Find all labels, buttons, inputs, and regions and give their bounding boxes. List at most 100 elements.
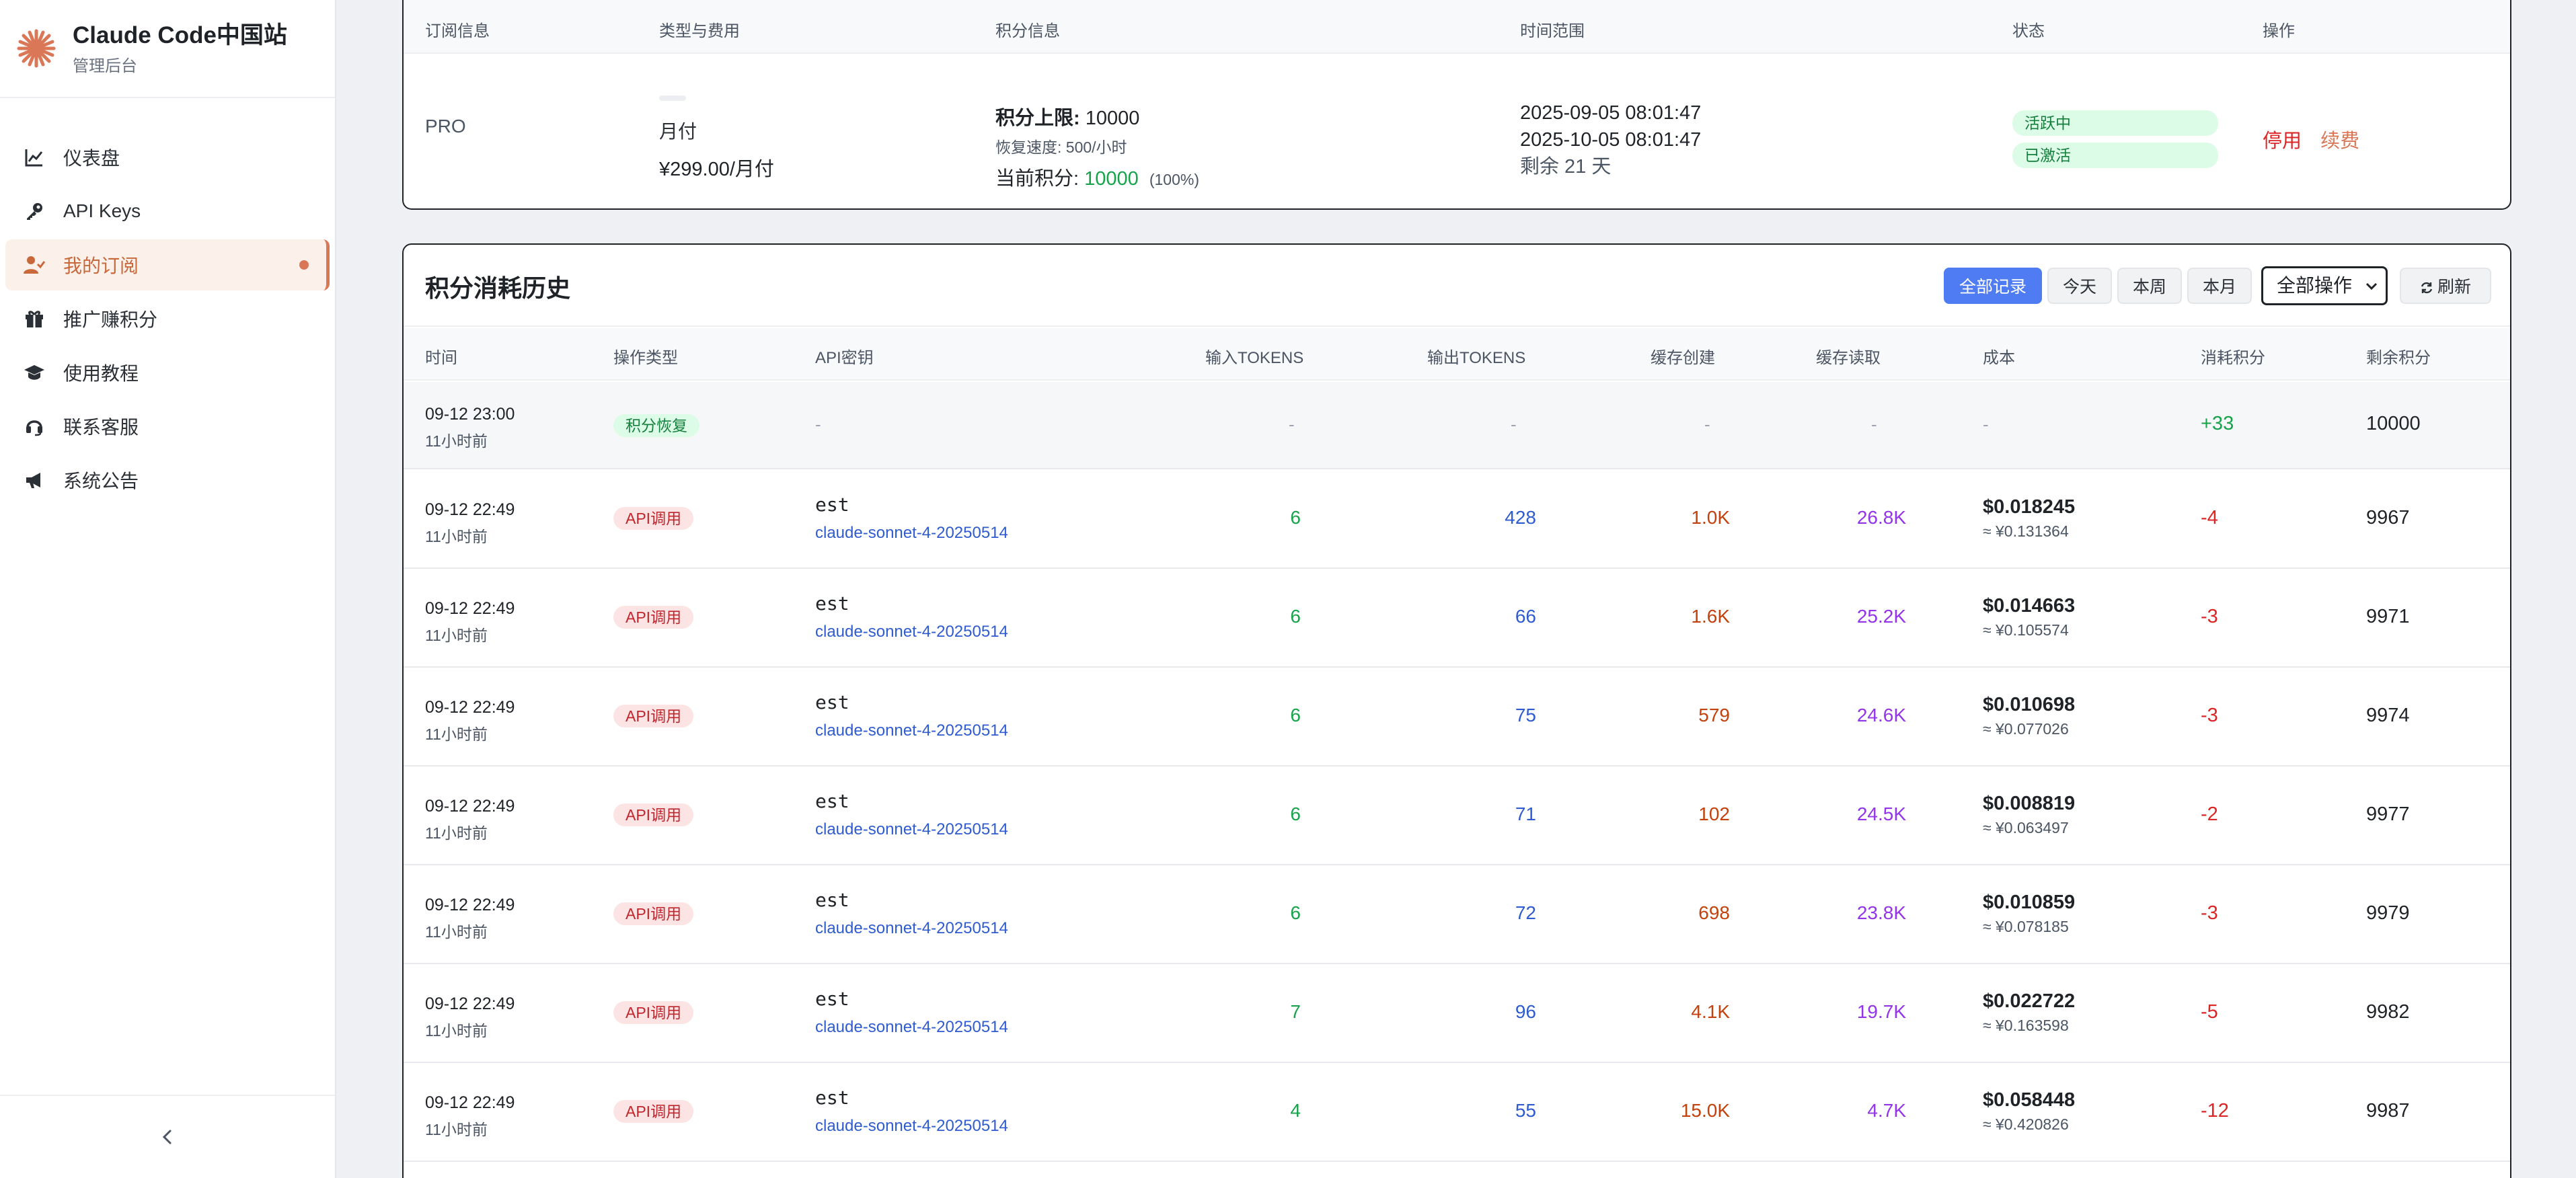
credit-limit-label: 积分上限: (995, 108, 1080, 129)
input-tokens: 6 (1290, 803, 1301, 824)
table-row[interactable]: 09-12 22:49 11小时前 API调用 est claude-sonnet-4-… (404, 1064, 2510, 1162)
brand[interactable]: Claude Code中国站 管理后台 (0, 0, 335, 98)
sidebar-item-dashboard[interactable]: 仪表盘 (5, 132, 330, 183)
megaphone-icon (23, 469, 46, 492)
table-row[interactable]: 09-12 22:49 11小时前 API调用 est claude-sonnet-4-… (404, 668, 2510, 767)
column-header: 操作 (2263, 22, 2295, 40)
time: 09-12 22:49 (425, 698, 515, 717)
brand-subtitle: 管理后台 (73, 56, 137, 75)
credits-remaining: 9967 (2366, 507, 2410, 528)
cost-cell: $0.008819 ≈ ¥0.063497 (1983, 793, 2075, 837)
input-tokens: 7 (1290, 1001, 1301, 1022)
cache-create: 1.0K (1691, 507, 1730, 528)
claude-logo-icon (17, 29, 56, 68)
table-row[interactable]: 09-12 22:49 11小时前 API调用 est claude-sonnet-4-… (404, 866, 2510, 964)
credits-change: -3 (2201, 902, 2218, 924)
time-cell: 09-12 22:49 11小时前 (425, 896, 515, 942)
api-key-name: est (815, 691, 849, 713)
actions-cell: 停用 续费 (2263, 125, 2359, 153)
cost-cell: $0.022722 ≈ ¥0.163598 (1983, 990, 2075, 1035)
credits-remaining: 9979 (2366, 902, 2410, 924)
type-badge: API调用 (613, 507, 694, 530)
credits-remaining: 9982 (2366, 1001, 2410, 1023)
time-ago: 11小时前 (425, 1121, 488, 1138)
cost-cell: $0.014663 ≈ ¥0.105574 (1983, 595, 2075, 639)
time: 09-12 22:49 (425, 797, 515, 816)
cost-cell: $0.010698 ≈ ¥0.077026 (1983, 694, 2075, 738)
filter-month-button[interactable]: 本月 (2187, 268, 2252, 304)
select-value: 全部操作 (2277, 275, 2353, 296)
api-key-cell: est claude-sonnet-4-20250514 (815, 1087, 1008, 1136)
type-badge: API调用 (613, 1100, 694, 1123)
column-header-cache-create: 缓存创建 (1651, 349, 1715, 367)
api-key-cell: est claude-sonnet-4-20250514 (815, 494, 1008, 543)
plan-name: PRO (425, 116, 466, 136)
headset-icon (23, 415, 46, 438)
time-cell: 09-12 22:49 11小时前 (425, 797, 515, 843)
sidebar-item-support[interactable]: 联系客服 (5, 401, 330, 452)
cache-read: 24.6K (1856, 705, 1906, 725)
table-row[interactable]: 09-12 22:49 11小时前 API调用 est claude-sonnet-4-… (404, 767, 2510, 865)
active-indicator-dot (299, 260, 309, 270)
input-tokens: 6 (1290, 507, 1301, 528)
input-tokens: 6 (1290, 902, 1301, 923)
column-header-credits-remaining: 剩余积分 (2366, 349, 2431, 367)
type-badge: API调用 (613, 606, 694, 629)
output-tokens-empty: - (1511, 414, 1517, 434)
table-row[interactable]: 09-12 22:49 11小时前 API调用 est claude-sonnet-4-… (404, 965, 2510, 1063)
credits-change: -4 (2201, 507, 2218, 528)
chevron-down-icon (2365, 282, 2378, 290)
column-header: 时间范围 (1520, 22, 1585, 40)
current-credit-percent: (100%) (1149, 171, 1199, 188)
time: 09-12 23:00 (425, 405, 515, 424)
cost-cell: $0.058448 ≈ ¥0.420826 (1983, 1089, 2075, 1134)
cost-usd: $0.010698 (1983, 694, 2076, 715)
sidebar-item-announcements[interactable]: 系统公告 (5, 455, 330, 506)
cache-read: 25.2K (1856, 606, 1906, 627)
sidebar-item-label: 仪表盘 (63, 148, 120, 169)
brand-title: Claude Code中国站 (73, 22, 287, 48)
operation-type-select[interactable]: 全部操作 (2261, 266, 2388, 305)
cost-cny: ≈ ¥0.131364 (1983, 522, 2069, 540)
time: 09-12 22:49 (425, 1093, 515, 1112)
filter-today-button[interactable]: 今天 (2047, 268, 2112, 304)
sidebar-item-label: 我的订阅 (63, 256, 139, 276)
filter-week-button[interactable]: 本周 (2117, 268, 2182, 304)
type-badge: API调用 (613, 902, 694, 925)
refresh-button[interactable]: 刷新 (2400, 268, 2491, 304)
sidebar-collapse-button[interactable] (0, 1095, 335, 1178)
column-header-input-tokens: 输入TOKENS (1205, 349, 1304, 367)
model-name: claude-sonnet-4-20250514 (815, 524, 1008, 542)
credits-remaining: 9987 (2366, 1100, 2410, 1122)
api-key-name: est (815, 790, 849, 812)
table-row[interactable]: 09-12 22:49 11小时前 API调用 est claude-sonnet-4-… (404, 570, 2510, 668)
sidebar-item-label: 使用教程 (63, 363, 139, 384)
cost-cny: ≈ ¥0.163598 (1983, 1017, 2069, 1034)
sidebar-item-tutorial[interactable]: 使用教程 (5, 347, 330, 398)
credits-remaining: 9971 (2366, 606, 2410, 627)
cache-read-empty: - (1871, 414, 1877, 434)
time-cell: 09-12 22:49 11小时前 (425, 698, 515, 744)
filter-all-button[interactable]: 全部记录 (1944, 268, 2042, 304)
model-name: claude-sonnet-4-20250514 (815, 919, 1008, 937)
cache-read: 4.7K (1867, 1100, 1906, 1121)
sidebar-item-subscription[interactable]: 我的订阅 (5, 239, 330, 290)
sidebar-item-label: API Keys (63, 200, 141, 221)
time-ago: 11小时前 (425, 1022, 488, 1039)
sidebar-item-referral[interactable]: 推广赚积分 (5, 293, 330, 344)
renew-button[interactable]: 续费 (2320, 130, 2360, 152)
sidebar-item-api-keys[interactable]: API Keys (5, 186, 330, 237)
column-header: 积分信息 (995, 22, 1060, 40)
type-badge: 积分恢复 (613, 414, 699, 437)
stop-button[interactable]: 停用 (2263, 130, 2302, 152)
chart-line-icon (23, 146, 46, 169)
refresh-icon (2421, 282, 2433, 294)
column-header-time: 时间 (425, 349, 457, 367)
cost-empty: - (1983, 414, 1989, 434)
status-badge-activated: 已激活 (2012, 143, 2218, 168)
cost-cny: ≈ ¥0.078185 (1983, 918, 2069, 935)
cache-read: 23.8K (1856, 902, 1906, 923)
table-row[interactable]: 09-12 22:49 11小时前 API调用 est claude-sonnet-4-… (404, 471, 2510, 569)
credits-change: -5 (2201, 1001, 2218, 1023)
table-row[interactable]: 09-12 23:00 11小时前 积分恢复 - - - - - - +33 1… (404, 382, 2510, 469)
